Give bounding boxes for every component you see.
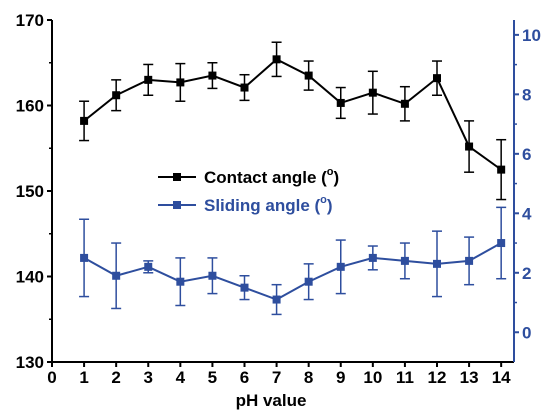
right-tick-label: 0	[522, 323, 531, 342]
right-tick-label: 4	[522, 204, 532, 223]
x-tick-label: 13	[460, 368, 479, 387]
x-tick-label: 1	[79, 368, 88, 387]
data-point	[304, 71, 313, 80]
series-1-group	[79, 41, 507, 201]
legend: Contact angle (o)Sliding angle (o)	[158, 166, 339, 215]
data-point	[272, 295, 281, 304]
legend-label-close: )	[334, 168, 340, 187]
data-point	[304, 277, 313, 286]
series-group	[79, 41, 507, 316]
x-axis-label: pH value	[236, 391, 307, 410]
series-line	[83, 242, 502, 301]
right-tick-label: 6	[522, 145, 531, 164]
x-tick-label: 11	[396, 368, 414, 387]
legend-label-superscript: o	[320, 194, 327, 206]
data-point	[465, 256, 474, 265]
data-point	[400, 99, 409, 108]
x-tick-label: 14	[492, 368, 511, 387]
data-point	[144, 75, 153, 84]
legend-marker	[173, 201, 181, 209]
data-point	[112, 271, 121, 280]
legend-label-close: )	[327, 196, 333, 215]
x-tick-label: 2	[111, 368, 120, 387]
legend-marker	[173, 173, 181, 181]
data-point	[433, 259, 441, 268]
legend-label-text: Sliding angle (	[204, 196, 321, 215]
data-point	[336, 262, 345, 271]
data-point	[176, 78, 185, 87]
data-point	[400, 256, 409, 265]
x-tick-label: 0	[47, 368, 56, 387]
series-2-group	[79, 206, 507, 316]
x-tick-label: 5	[208, 368, 217, 387]
left-tick-label: 150	[16, 182, 44, 201]
legend-label-text: Contact angle (	[204, 168, 327, 187]
legend-label: Contact angle (o)	[204, 166, 339, 187]
data-point	[497, 239, 506, 248]
data-point	[80, 116, 89, 125]
legend-label-superscript: o	[327, 166, 334, 178]
data-point	[112, 91, 121, 100]
left-tick-label: 160	[16, 97, 44, 116]
data-point	[465, 142, 474, 151]
right-tick-label: 2	[522, 264, 531, 283]
data-point	[497, 165, 506, 174]
x-tick-label: 12	[428, 368, 447, 387]
x-tick-label: 6	[240, 368, 249, 387]
right-tick-label: 8	[522, 85, 531, 104]
data-point	[336, 98, 345, 107]
data-point	[176, 277, 185, 286]
x-tick-label: 3	[144, 368, 153, 387]
x-tick-label: 9	[336, 368, 345, 387]
x-tick-label: 7	[272, 368, 281, 387]
left-tick-label: 140	[16, 268, 44, 287]
data-point	[368, 88, 377, 97]
data-point	[433, 74, 441, 83]
data-point	[144, 262, 153, 271]
right-tick-label: 10	[522, 26, 541, 45]
x-tick-label: 4	[176, 368, 186, 387]
data-point	[240, 283, 249, 292]
data-point	[272, 55, 281, 64]
data-point	[208, 71, 217, 80]
data-point	[240, 83, 249, 92]
left-tick-label: 130	[16, 353, 44, 372]
x-tick-label: 8	[304, 368, 313, 387]
left-tick-label: 170	[16, 11, 44, 30]
x-tick-label: 10	[363, 368, 382, 387]
data-point	[368, 253, 377, 262]
series-line	[83, 58, 502, 171]
data-point	[208, 271, 217, 280]
data-point	[80, 253, 89, 262]
legend-label: Sliding angle (o)	[204, 194, 333, 215]
